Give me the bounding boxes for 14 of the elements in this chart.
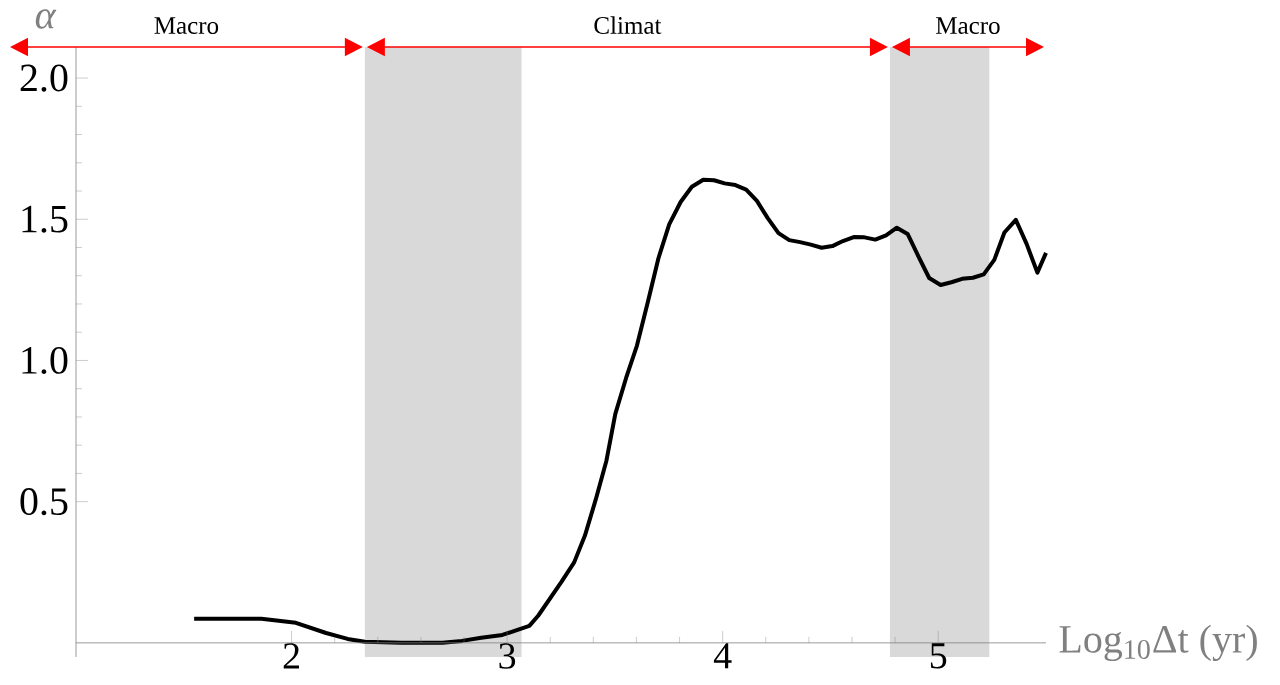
x-axis-title: Log$_{10}$Δt (yr)	[1059, 624, 1257, 662]
y-axis-title: α	[35, 9, 57, 29]
x-tick-label: 4	[713, 643, 732, 669]
line-series	[192, 177, 1048, 645]
y-tick-label: 1.5	[22, 205, 68, 233]
y-tick-label: 0.5	[20, 488, 68, 516]
x-tick-label: 3	[499, 643, 516, 669]
y-tick-label: 1.0	[22, 346, 68, 375]
x-tick-label: 2	[283, 643, 299, 669]
text: Climat	[594, 16, 662, 34]
text: Macro	[936, 17, 1000, 34]
y-tick-label: 2.0	[20, 64, 68, 92]
x-tick-label: 5	[930, 643, 947, 669]
text: Macro	[154, 17, 219, 34]
